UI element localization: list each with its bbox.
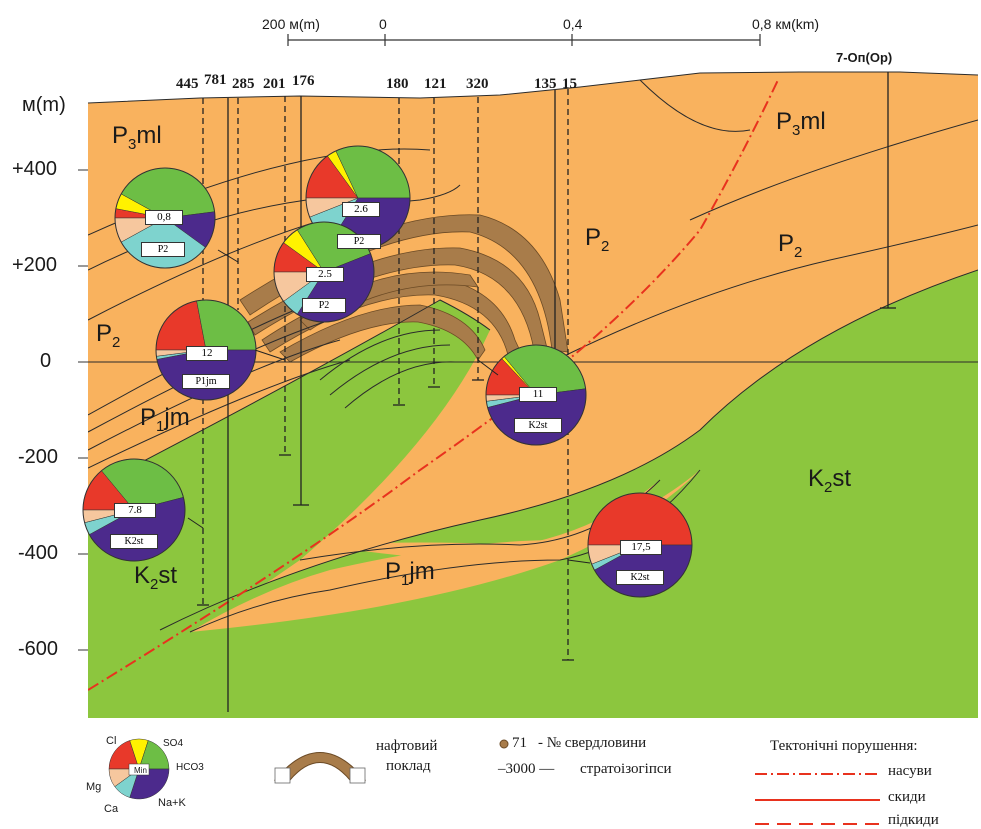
depth-tick-label: 0	[40, 350, 52, 372]
pie-outline	[485, 344, 587, 446]
depth-tick-label: -400	[18, 542, 59, 564]
well-number: 781	[204, 72, 227, 88]
scale-label-right: 0,8 км(km)	[752, 16, 820, 32]
pie-salinity-value: 2.5	[306, 267, 344, 282]
legend-cl-label: Cl	[106, 735, 117, 747]
pie-age-label: K2st	[110, 534, 158, 549]
pie-age-label: P1jm	[182, 374, 230, 389]
well-number: 201	[263, 76, 286, 92]
pie-leaders	[187, 249, 591, 564]
well-number: 135	[534, 76, 557, 92]
k2st-hanging-wall	[88, 300, 490, 690]
pie-salinity-value: 7.8	[114, 503, 156, 518]
section-outline	[87, 71, 979, 104]
depth-tick-label: +400	[12, 158, 58, 180]
strat-label-p3ml: P3ml	[112, 122, 162, 153]
legend-thrust-label: насуви	[888, 763, 932, 779]
legend-oil-line1: нафтовий	[376, 738, 438, 754]
pie-salinity-value: 17,5	[620, 540, 662, 555]
legend-pie-slice-nak	[129, 768, 170, 800]
strat-label-p2: P2	[585, 224, 610, 255]
legend-min-label: Min	[134, 766, 147, 775]
legend-well-text: - № свердловини	[538, 735, 647, 751]
pie-salinity-value: 0,8	[145, 210, 183, 225]
pie-age-label: K2st	[514, 418, 562, 433]
strat-label-p1jm: P1jm	[385, 558, 435, 589]
p1jm-band	[320, 480, 660, 565]
pie-salinity-value: 2.6	[342, 202, 380, 217]
legend-fault-label: скиди	[888, 789, 926, 805]
pie-age-label: P2	[302, 298, 346, 313]
pie-salinity-value: 11	[519, 387, 557, 402]
pie-age-label: P2	[337, 234, 381, 249]
scale-bar	[287, 34, 761, 46]
pie-outline	[114, 167, 216, 269]
legend-pie-center	[128, 763, 150, 776]
legend-hco3-label: HCO3	[176, 762, 204, 773]
well-number: 285	[232, 76, 255, 92]
scale-label-mid: 0,4	[563, 16, 583, 32]
legend-graphics	[273, 739, 880, 825]
well-number: 15	[562, 76, 577, 92]
strat-label-p2: P2	[778, 230, 803, 261]
pie-outline	[82, 458, 186, 562]
legend-pie-slice-hco3	[138, 740, 170, 770]
legend-oil-line2: поклад	[386, 758, 431, 774]
depth-tick-label: +200	[12, 254, 58, 276]
pie-age-label: P2	[141, 242, 185, 257]
pie-outline	[273, 221, 375, 323]
scale-label-left: 200 м(m)	[262, 16, 320, 32]
strat-label-k2st: K2st	[134, 562, 178, 593]
well-number: 7-Оп(Ор)	[836, 50, 893, 65]
well-number: 320	[466, 76, 489, 92]
well-number: 445	[176, 76, 199, 92]
pie-outline	[587, 492, 693, 598]
pie-age-label: K2st	[616, 570, 664, 585]
strat-label-p3ml: P3ml	[776, 108, 826, 139]
legend-isoline-example: –3000 —	[498, 761, 555, 777]
depth-unit-label: м(m)	[22, 94, 66, 116]
legend-isoline-text: стратоізогіпси	[580, 761, 672, 777]
legend-well-number: 71	[512, 735, 527, 751]
depth-ticks	[78, 169, 88, 651]
pie-salinity-value: 12	[186, 346, 228, 361]
well-number: 121	[424, 76, 447, 92]
legend-tectonic-title: Тектонічні порушення:	[770, 738, 918, 754]
depth-tick-label: -600	[18, 638, 59, 660]
legend-pie-slice-cl	[108, 740, 140, 770]
legend-well-marker	[499, 739, 509, 749]
strat-label-k2st: K2st	[808, 465, 852, 496]
legend-so4-label: SO4	[163, 738, 184, 749]
legend-ca-label: Ca	[104, 803, 119, 815]
strat-label-p1jm: P1jm	[140, 404, 190, 435]
strat-label-p2: P2	[96, 320, 121, 351]
scale-label-zero: 0	[379, 16, 387, 32]
well-number: 176	[292, 73, 315, 89]
well-number: 180	[386, 76, 409, 92]
legend-underthrust-label: підкиди	[888, 812, 939, 828]
legend-nak-label: Na+K	[158, 797, 186, 809]
depth-tick-label: -200	[18, 446, 59, 468]
legend-mg-label: Mg	[86, 781, 102, 793]
